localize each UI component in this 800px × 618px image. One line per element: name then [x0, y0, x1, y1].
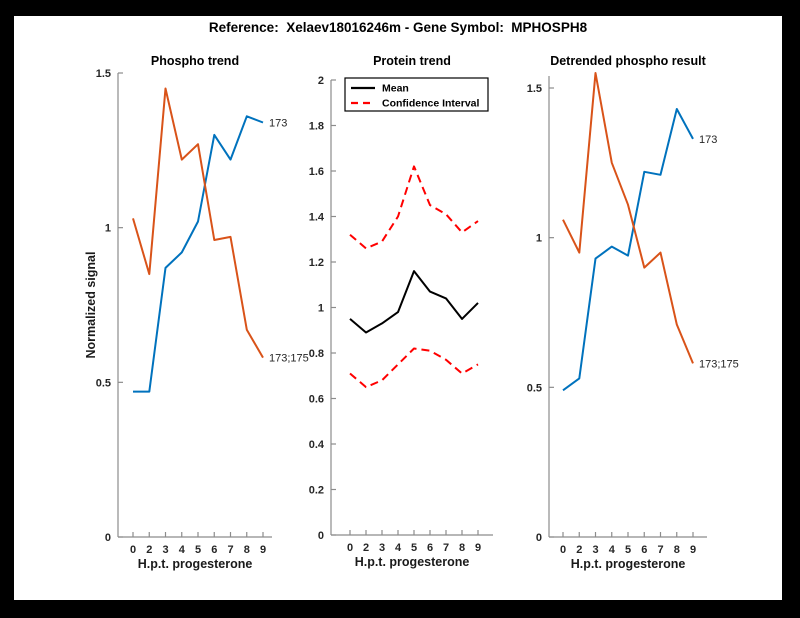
subplot-3-y-tick-label: 0: [536, 532, 542, 544]
subplot-2-x-tick-label: 4: [395, 542, 402, 554]
subplot-3-line-annotation: 173: [699, 134, 717, 146]
subplot-3-y-tick-label: 0.5: [527, 382, 542, 394]
subplot-1-x-tick-label: 8: [244, 544, 250, 556]
subplot-2-y-tick-label: 1.4: [309, 212, 325, 224]
subplot-2-x-tick-label: 2: [363, 542, 369, 554]
subplot-1-y-tick-label: 1: [105, 223, 111, 235]
subplot-2-x-tick-label: 9: [475, 542, 481, 554]
subplot-2-y-tick-label: 0.4: [309, 439, 325, 451]
subplot-1-x-tick-label: 4: [179, 544, 186, 556]
subplot-1-series-173-175: [132, 87, 264, 359]
subplot-3-x-tick-label: 7: [657, 544, 663, 556]
subplot-1-y-tick-label: 0.5: [96, 377, 111, 389]
subplot-3-x-tick-label: 3: [592, 544, 598, 556]
subplot-1-y-tick-label: 0: [105, 532, 111, 544]
figure-title: Reference: Xelaev18016246m - Gene Symbol…: [208, 20, 588, 35]
subplot-1-x-tick-label: 2: [146, 544, 152, 556]
subplot-3-title: Detrended phospho result: [550, 54, 706, 68]
subplot-3-x-tick-label: 0: [560, 544, 566, 556]
subplot-2-x-tick-label: 5: [411, 542, 417, 554]
subplot-3-line-annotation: 173;175: [699, 358, 739, 370]
subplot-2-y-tick-label: 2: [318, 75, 324, 87]
subplot-2-title: Protein trend: [373, 54, 451, 68]
subplot-3-series-173: [562, 108, 694, 392]
subplot-2-y-tick-label: 1.8: [309, 121, 324, 133]
subplot-2-legend-label: Mean: [382, 83, 409, 95]
subplot-2-legend-box: [344, 77, 489, 112]
subplot-2-y-tick-label: 1.2: [309, 257, 324, 269]
subplot-2-y-tick-label: 0.6: [309, 394, 324, 406]
subplot-1-x-tick-label: 5: [195, 544, 201, 556]
subplot-1-x-tick-label: 6: [211, 544, 217, 556]
subplot-2-series-confidence-interval-lower: [349, 347, 479, 389]
subplot-3-x-tick-label: 6: [641, 544, 647, 556]
subplot-3-x-tick-label: 4: [609, 544, 616, 556]
subplot-3-y-tick-label: 1.5: [527, 83, 542, 95]
subplot-1-xlabel: H.p.t. progesterone: [138, 557, 253, 571]
subplot-2-legend-label: Confidence Interval: [382, 98, 480, 110]
subplot-3-xlabel: H.p.t. progesterone: [571, 557, 686, 571]
subplot-1-x-tick-label: 0: [130, 544, 136, 556]
subplot-2-series-confidence-interval-upper: [349, 165, 479, 250]
subplot-1-x-tick-label: 7: [227, 544, 233, 556]
subplot-2-y-tick-label: 0: [318, 530, 324, 542]
subplot-3-y-tick-label: 1: [536, 233, 542, 245]
subplot-2-xlabel: H.p.t. progesterone: [355, 555, 470, 569]
subplot-2-y-tick-label: 0.2: [309, 485, 324, 497]
subplot-1-line-annotation: 173;175: [269, 353, 309, 365]
subplot-3-series-173-175: [562, 72, 694, 364]
subplot-3-x-tick-label: 5: [625, 544, 631, 556]
subplot-3-x-tick-label: 9: [690, 544, 696, 556]
subplot-1-ylabel: Normalized signal: [84, 252, 98, 359]
subplot-1-x-tick-label: 9: [260, 544, 266, 556]
subplot-2-x-tick-label: 6: [427, 542, 433, 554]
subplot-2-x-tick-label: 7: [443, 542, 449, 554]
subplot-2-y-tick-label: 1.6: [309, 166, 324, 178]
subplot-1-series-173: [133, 115, 264, 393]
subplot-3-x-tick-label: 2: [576, 544, 582, 556]
subplot-2-series-mean: [349, 270, 479, 334]
figure-canvas: [14, 16, 782, 600]
subplot-2-x-tick-label: 0: [347, 542, 353, 554]
subplot-2-y-tick-label: 0.8: [309, 348, 324, 360]
subplot-1-line-annotation: 173: [269, 117, 287, 129]
subplot-2-y-tick-label: 1: [318, 303, 324, 315]
subplot-1-x-tick-label: 3: [162, 544, 168, 556]
subplot-1-y-tick-label: 1.5: [96, 68, 111, 80]
subplot-2-x-tick-label: 3: [379, 542, 385, 554]
subplot-1-title: Phospho trend: [151, 54, 239, 68]
subplot-2-x-tick-label: 8: [459, 542, 465, 554]
subplot-3-x-tick-label: 8: [674, 544, 680, 556]
